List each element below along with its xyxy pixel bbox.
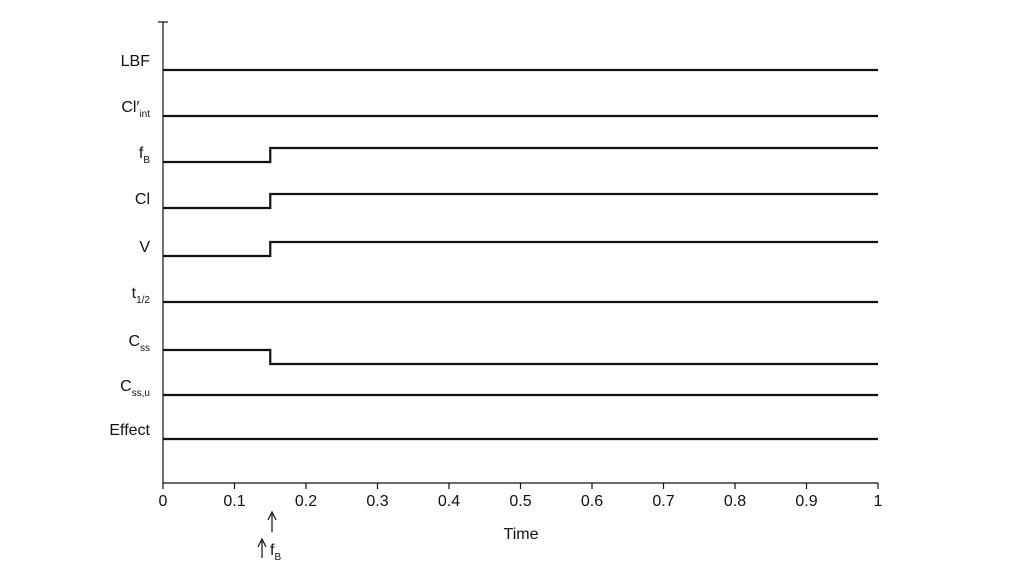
series-row: LBF bbox=[121, 53, 878, 72]
change-arrow-lower-head bbox=[257, 537, 267, 548]
series-line bbox=[163, 348, 878, 366]
change-arrow-upper-head bbox=[267, 510, 277, 521]
x-tick-label: 0.7 bbox=[652, 493, 674, 510]
series-row: Css,u bbox=[120, 378, 878, 399]
series-label: Cl bbox=[135, 191, 150, 208]
series-label-base: Effect bbox=[109, 422, 150, 439]
series-row: Cl′int bbox=[121, 99, 878, 120]
change-annotation-sub: B bbox=[274, 552, 281, 563]
series-label: Css,u bbox=[120, 378, 150, 399]
series-label-sub: ss,u bbox=[132, 388, 150, 399]
series-label: V bbox=[139, 239, 150, 256]
x-tick-label: 0.4 bbox=[438, 493, 460, 510]
series-label-sub: ss bbox=[140, 343, 150, 354]
series-row: Css bbox=[128, 333, 878, 366]
x-tick-label: 0.1 bbox=[223, 493, 245, 510]
x-tick-label: 0 bbox=[159, 493, 168, 510]
change-annotation-label: fB bbox=[270, 542, 281, 563]
series-label: Css bbox=[128, 333, 150, 354]
change-annotation: fB bbox=[257, 510, 281, 563]
series-label-base: t bbox=[132, 285, 137, 302]
x-ticks: 0 0.1 0.2 0.3 0.4 0.5 0.6 0.7 0.8 0.9 1 bbox=[159, 483, 883, 510]
x-tick-label: 0.8 bbox=[724, 493, 746, 510]
series-label-base: f bbox=[139, 145, 144, 162]
series-label-sub: int bbox=[139, 109, 150, 120]
x-tick-label: 0.2 bbox=[295, 493, 317, 510]
x-tick-label: 1 bbox=[874, 493, 883, 510]
series-label: Effect bbox=[109, 422, 150, 439]
series-label: fB bbox=[139, 145, 150, 166]
series-label: t1/2 bbox=[132, 285, 151, 306]
series-label-base: C bbox=[128, 333, 140, 350]
x-tick-label: 0.5 bbox=[509, 493, 531, 510]
series-label-base: Cl bbox=[135, 191, 150, 208]
series-label-base: C bbox=[120, 378, 132, 395]
series-label-sub: B bbox=[143, 155, 150, 166]
series-row: Cl bbox=[135, 191, 878, 210]
series-label: Cl′int bbox=[121, 99, 150, 120]
series-line bbox=[163, 240, 878, 258]
series-row: fB bbox=[139, 145, 878, 166]
series-label-sub: 1/2 bbox=[136, 295, 150, 306]
series-row: V bbox=[139, 239, 878, 258]
series-label-base: LBF bbox=[121, 53, 151, 70]
series-label: LBF bbox=[121, 53, 151, 70]
series-label-base: V bbox=[139, 239, 150, 256]
x-tick-label: 0.6 bbox=[581, 493, 603, 510]
x-tick-label: 0.9 bbox=[795, 493, 817, 510]
series-row: t1/2 bbox=[132, 285, 878, 306]
series-row: Effect bbox=[109, 422, 878, 441]
series-label-base: Cl bbox=[121, 99, 136, 116]
change-annotation-base: f bbox=[270, 542, 275, 559]
series-line bbox=[163, 146, 878, 164]
series-label-prime: ′ bbox=[136, 99, 139, 116]
x-axis-label: Time bbox=[504, 526, 539, 543]
x-tick-label: 0.3 bbox=[366, 493, 388, 510]
series-line bbox=[163, 192, 878, 210]
